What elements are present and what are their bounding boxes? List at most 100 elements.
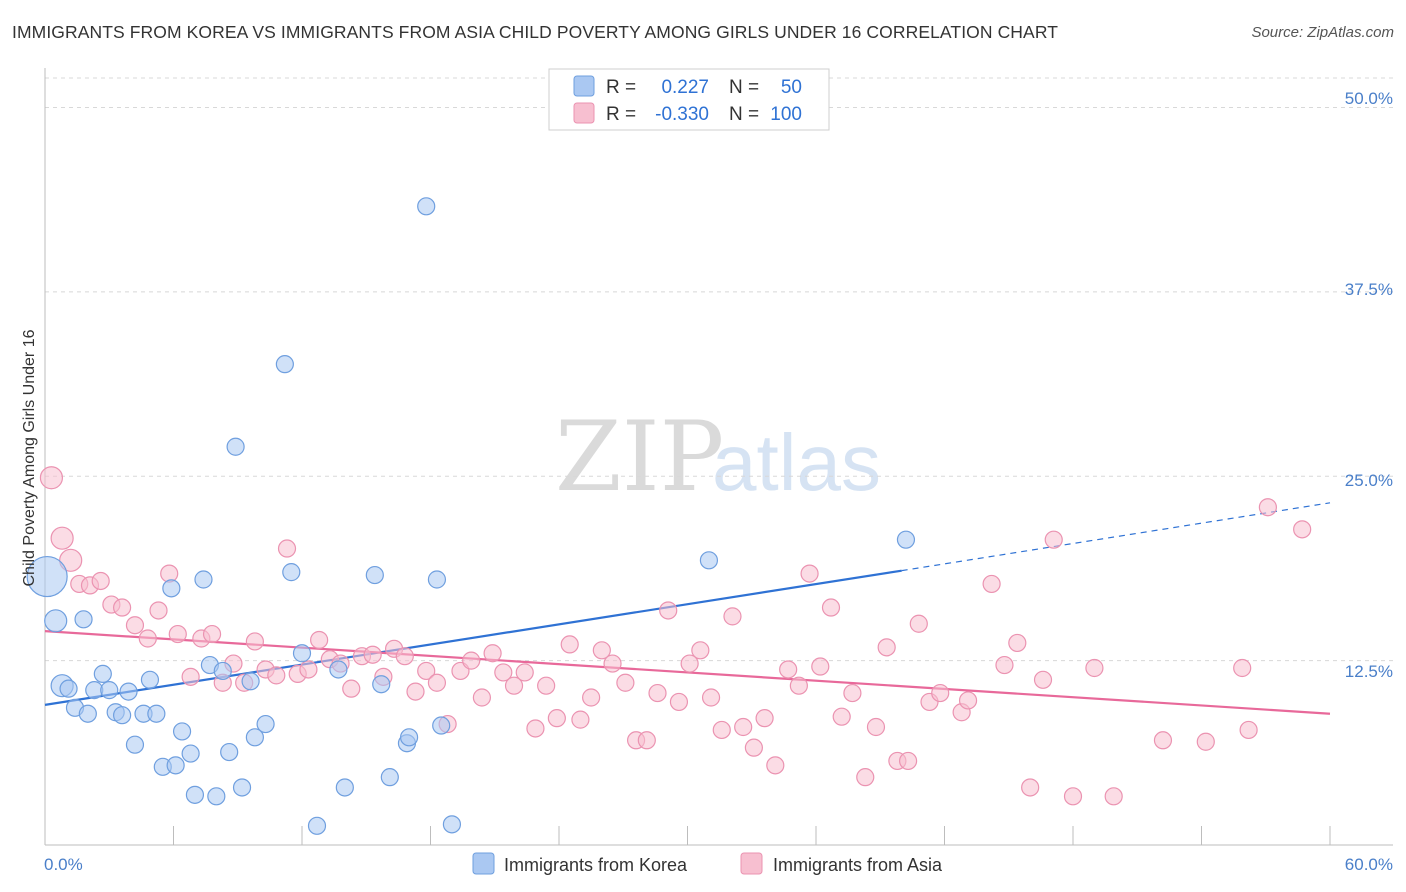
korea-point-46 [432, 716, 451, 735]
korea-point-12 [119, 682, 138, 701]
asia-point-45 [526, 719, 545, 738]
asia-point-92 [1085, 658, 1104, 678]
legend-bottom: Immigrants from Korea Immigrants from As… [472, 852, 943, 875]
asia-point-22 [277, 539, 297, 558]
korea-point-9 [100, 681, 119, 700]
korea-point-23 [194, 570, 213, 589]
asia-point-62 [712, 720, 731, 740]
legend-top: R = 0.227 N = 50 R = -0.330 N = 100 [548, 68, 830, 131]
asia-point-93 [1104, 787, 1123, 806]
asia-point-88 [1021, 778, 1040, 797]
asia-point-46 [537, 676, 556, 695]
legend-bottom-asia-label: Immigrants from Asia [773, 855, 943, 875]
korea-point-38 [335, 778, 354, 797]
asia-point-39 [462, 651, 481, 670]
asia-point-72 [821, 598, 841, 617]
asia-point-24 [299, 660, 318, 679]
asia-point-0 [39, 466, 64, 490]
gridlines [45, 77, 1393, 662]
asia-point-75 [856, 768, 875, 787]
axes [44, 68, 1393, 846]
asia-point-33 [395, 647, 414, 666]
korea-point-18 [162, 579, 181, 598]
watermark: ZIP atlas [555, 401, 881, 513]
korea-point-39 [365, 565, 384, 585]
korea-point-36 [307, 816, 327, 835]
y-axis-label: Child Poverty Among Girls Under 16 [21, 329, 38, 586]
y-tick-label-50: 50.0% [1345, 89, 1393, 108]
chart-source: Source: ZipAtlas.com [1251, 24, 1394, 41]
asia-point-84 [958, 691, 978, 710]
korea-point-41 [380, 768, 399, 787]
asia-point-48 [560, 635, 579, 654]
asia-point-90 [1044, 530, 1063, 549]
asia-point-66 [755, 709, 774, 728]
asia-point-82 [931, 683, 950, 703]
asia-point-67 [766, 756, 785, 775]
asia-point-65 [744, 738, 763, 757]
asia-point-53 [616, 673, 635, 692]
asia-point-57 [659, 601, 678, 620]
korea-point-6 [78, 704, 97, 723]
asia-point-69 [789, 676, 808, 695]
asia-point-56 [648, 683, 667, 703]
asia-point-79 [898, 751, 918, 771]
korea-point-19 [166, 756, 185, 775]
asia-point-98 [1258, 498, 1277, 517]
asia-point-87 [1008, 633, 1027, 653]
korea-point-20 [172, 722, 192, 741]
legend-korea-r-value: 0.227 [661, 77, 709, 98]
y-tick-label-12-5: 12.5% [1345, 662, 1393, 681]
korea-point-47 [442, 815, 462, 834]
asia-point-9 [138, 629, 157, 648]
korea-point-27 [220, 742, 239, 762]
asia-point-47 [547, 709, 566, 728]
korea-point-33 [275, 355, 294, 374]
y-tick-labels: 50.0% 37.5% 25.0% 12.5% [1345, 89, 1393, 681]
asia-point-71 [811, 657, 830, 676]
asia-point-41 [483, 644, 502, 663]
asia-point-8 [125, 616, 145, 635]
asia-point-21 [267, 666, 286, 685]
korea-point-25 [207, 787, 226, 806]
korea-point-26 [213, 661, 232, 681]
legend-korea-swatch [573, 75, 595, 97]
asia-point-55 [637, 731, 656, 750]
x-tick-labels: 0.0% 60.0% [44, 855, 1393, 874]
asia-point-59 [680, 654, 699, 673]
legend-top-box [548, 68, 830, 131]
asia-point-35 [417, 661, 436, 681]
asia-point-19 [245, 632, 264, 651]
asia-point-12 [168, 624, 187, 644]
korea-point-8 [93, 664, 112, 684]
korea-point-35 [292, 644, 312, 663]
asia-point-91 [1063, 787, 1083, 806]
korea-point-0 [26, 555, 68, 598]
asia-point-15 [202, 624, 222, 644]
asia-point-68 [779, 660, 798, 679]
korea-point-22 [185, 785, 205, 804]
chart-title: IMMIGRANTS FROM KOREA VS IMMIGRANTS FROM… [12, 22, 1059, 42]
asia-point-74 [843, 683, 862, 703]
legend-asia-n-label: N = [729, 104, 759, 125]
korea-point-21 [181, 744, 200, 763]
korea-point-16 [147, 704, 166, 723]
korea-point-43 [399, 728, 419, 747]
korea-point-44 [417, 197, 436, 216]
asia-point-89 [1033, 670, 1053, 689]
korea-point-15 [140, 670, 160, 689]
korea-point-37 [329, 660, 348, 679]
korea-point-30 [241, 672, 260, 691]
korea-point-3 [59, 679, 78, 698]
asia-point-7 [112, 598, 132, 617]
asia-point-63 [723, 607, 742, 626]
asia-point-43 [504, 676, 524, 695]
korea-point-45 [427, 570, 447, 589]
legend-korea-n-label: N = [729, 77, 759, 98]
asia-point-51 [592, 641, 611, 660]
korea-point-28 [226, 437, 245, 456]
x-tick-label-60: 60.0% [1345, 855, 1393, 874]
legend-bottom-korea-swatch [472, 852, 495, 875]
data-points [26, 197, 1312, 835]
